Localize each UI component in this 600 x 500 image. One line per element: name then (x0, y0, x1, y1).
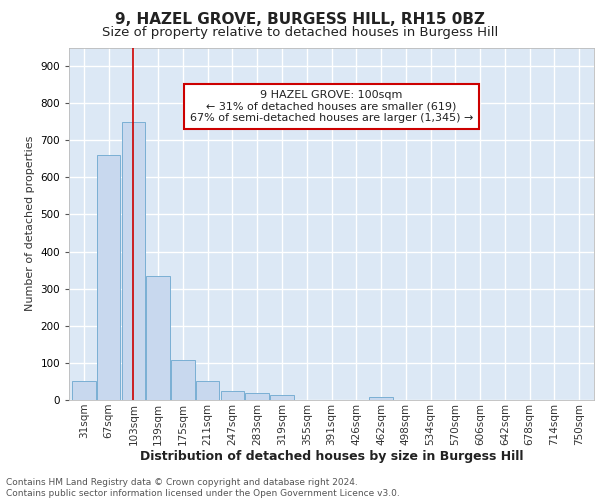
Text: 9 HAZEL GROVE: 100sqm
← 31% of detached houses are smaller (619)
67% of semi-det: 9 HAZEL GROVE: 100sqm ← 31% of detached … (190, 90, 473, 123)
Bar (196, 382, 220, 400)
Bar (122, 122, 145, 400)
Text: 9, HAZEL GROVE, BURGESS HILL, RH15 0BZ: 9, HAZEL GROVE, BURGESS HILL, RH15 0BZ (115, 12, 485, 28)
Bar (245, 394, 269, 400)
Bar (369, 396, 393, 400)
Text: Size of property relative to detached houses in Burgess Hill: Size of property relative to detached ho… (102, 26, 498, 39)
X-axis label: Distribution of detached houses by size in Burgess Hill: Distribution of detached houses by size … (140, 450, 523, 464)
Bar (270, 395, 294, 400)
Bar (97, 155, 121, 400)
Bar (221, 390, 244, 400)
Text: Contains HM Land Registry data © Crown copyright and database right 2024.
Contai: Contains HM Land Registry data © Crown c… (6, 478, 400, 498)
Bar (171, 360, 194, 400)
Y-axis label: Number of detached properties: Number of detached properties (25, 136, 35, 312)
Bar (72, 382, 95, 400)
Bar (146, 276, 170, 400)
